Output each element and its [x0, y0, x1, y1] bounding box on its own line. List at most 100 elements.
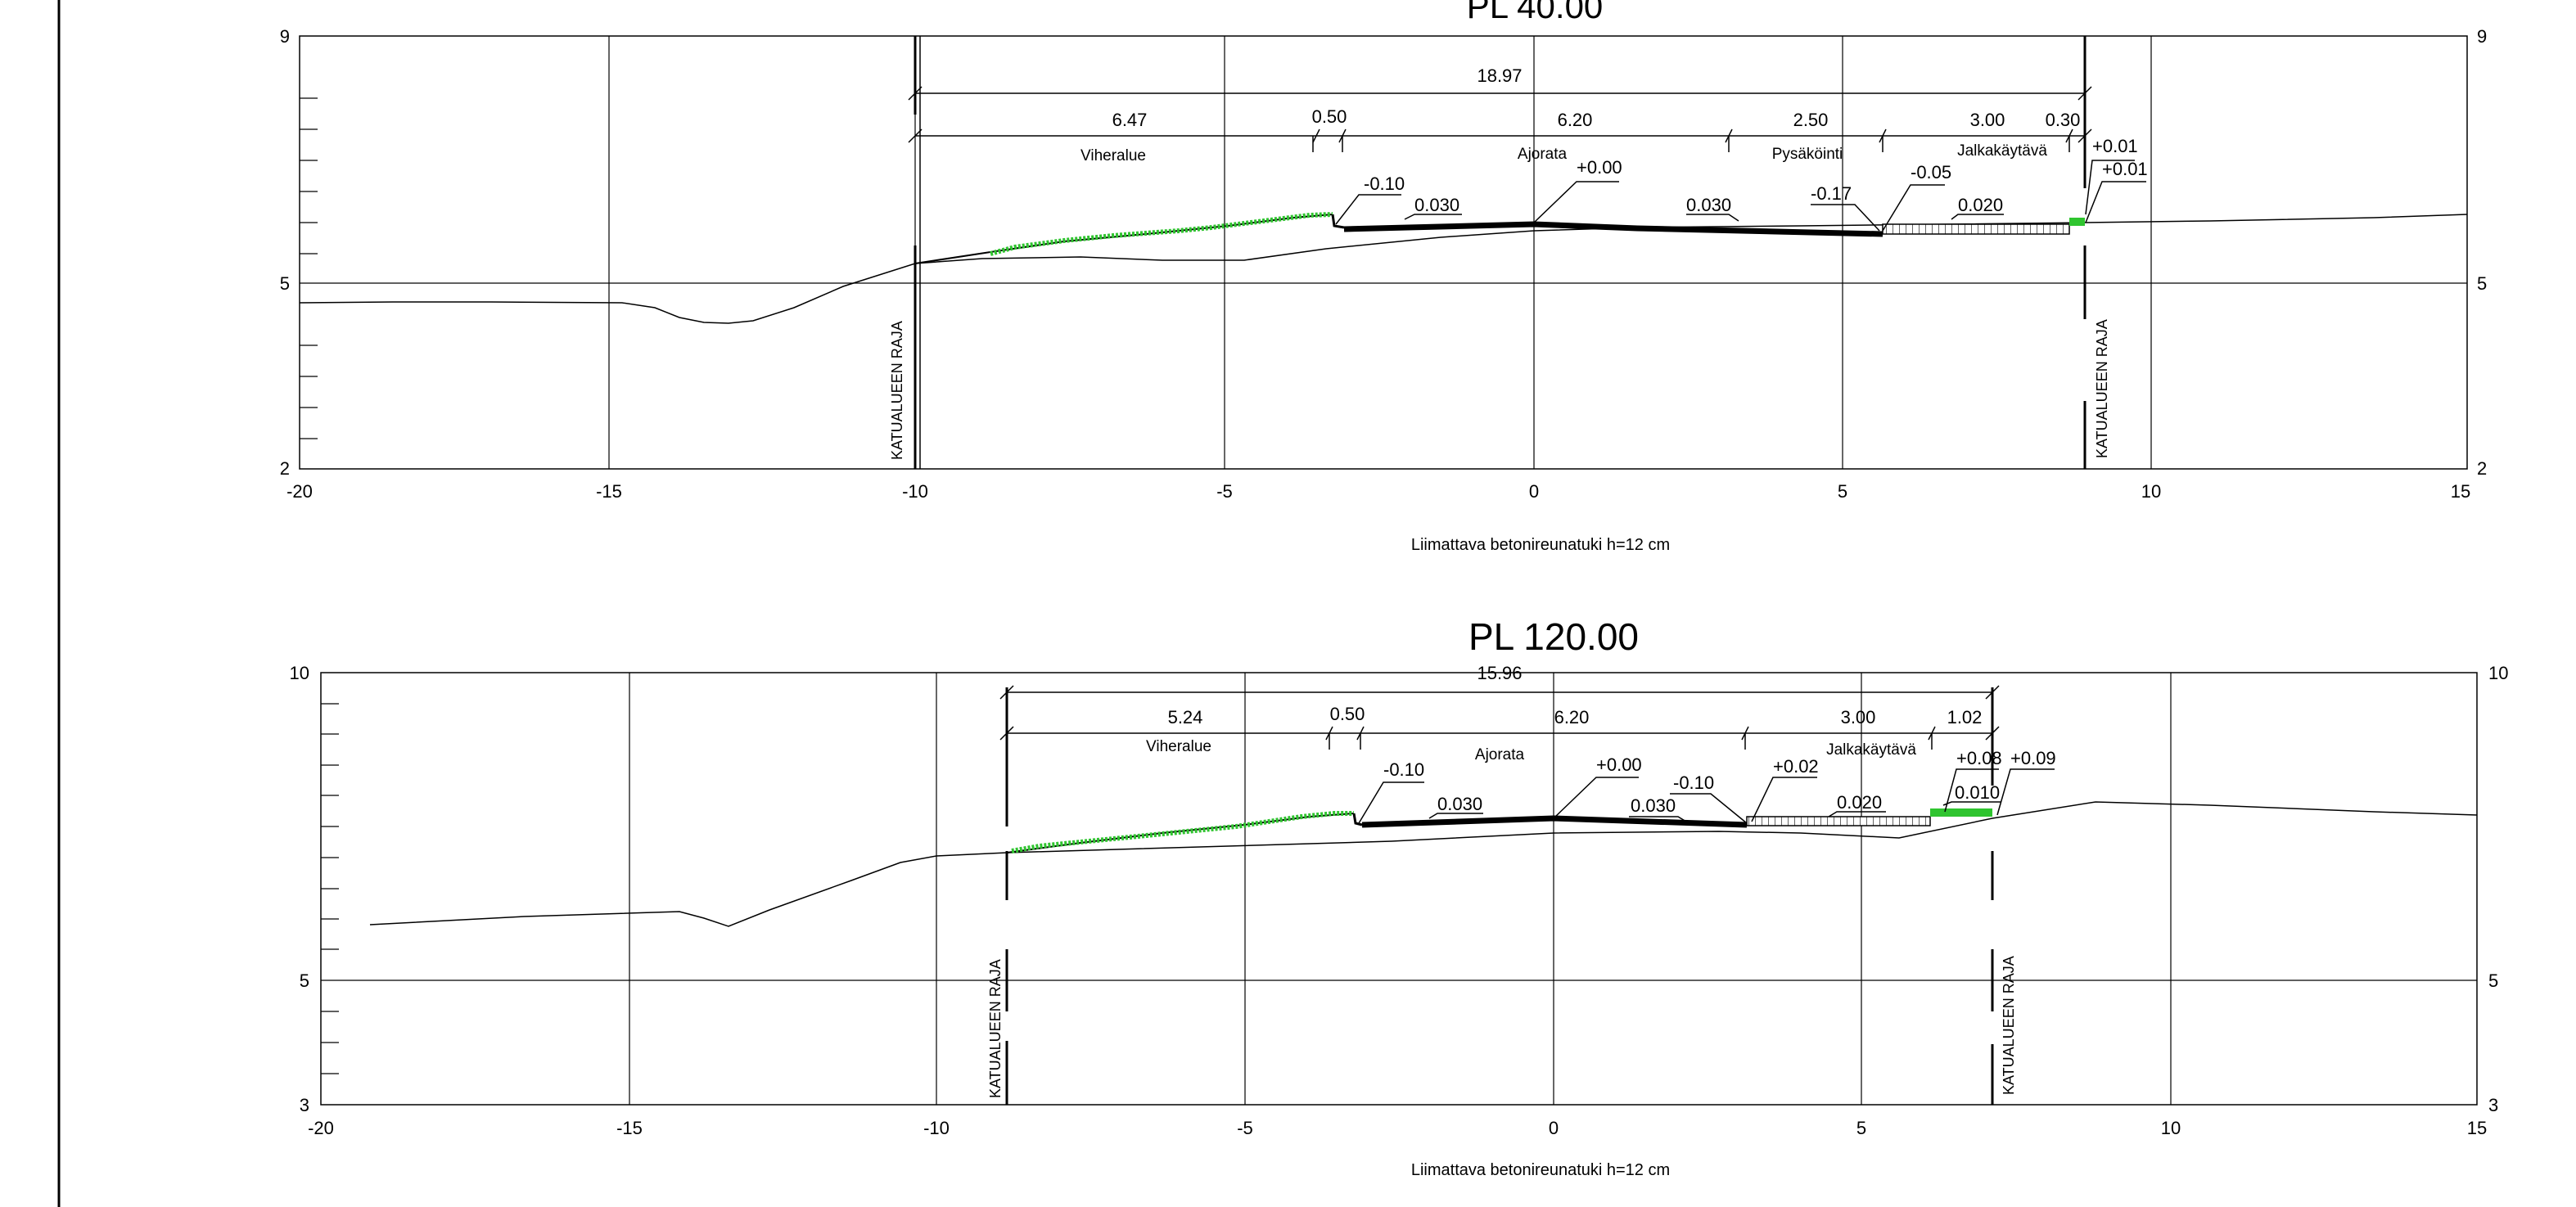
svg-text:0: 0 — [1529, 481, 1539, 502]
svg-text:-0.10: -0.10 — [1364, 173, 1405, 194]
minor-ticks — [321, 704, 339, 1074]
svg-text:-0.10: -0.10 — [1673, 772, 1714, 793]
svg-text:+0.00: +0.00 — [1577, 157, 1622, 178]
svg-text:Pysäköinti: Pysäköinti — [1772, 146, 1843, 163]
curb-note: Liimattava betonireunatuki h=12 cm — [1411, 536, 1670, 554]
svg-text:-0.10: -0.10 — [1383, 759, 1424, 780]
boundary-label-left: KATUALUEEN RAJA — [987, 959, 1004, 1098]
minor-ticks — [300, 98, 318, 439]
svg-text:1.02: 1.02 — [1947, 707, 1983, 727]
svg-text:Jalkakäytävä: Jalkakäytävä — [1826, 741, 1916, 759]
section-title: PL 40.00 — [1467, 0, 1604, 25]
svg-text:0.30: 0.30 — [2046, 110, 2081, 130]
dim-total: 18.97 — [1477, 65, 1522, 86]
dimension-lines — [909, 87, 2091, 152]
svg-text:3.00: 3.00 — [1970, 110, 2005, 130]
y-label-right-top: 9 — [2477, 26, 2487, 47]
vertical-grid — [609, 36, 2151, 469]
svg-text:6.20: 6.20 — [1554, 707, 1590, 727]
boundary-label-right: KATUALUEEN RAJA — [2001, 956, 2017, 1095]
y-label-left-bottom: 3 — [300, 1095, 309, 1115]
svg-text:0.030: 0.030 — [1686, 195, 1731, 215]
svg-text:15: 15 — [2467, 1118, 2487, 1138]
y-label-right-bottom: 2 — [2477, 458, 2487, 479]
curb-note: Liimattava betonireunatuki h=12 cm — [1411, 1161, 1670, 1179]
svg-text:+0.02: +0.02 — [1773, 756, 1819, 777]
sidewalk-hatch — [1883, 224, 2069, 234]
section-title: PL 120.00 — [1468, 615, 1639, 658]
svg-text:0.020: 0.020 — [1837, 792, 1882, 813]
dim-segments: 5.24 0.50 6.20 3.00 1.02 — [1168, 704, 1983, 727]
svg-text:Viheralue: Viheralue — [1080, 147, 1146, 164]
svg-text:-0.05: -0.05 — [1911, 162, 1951, 182]
svg-text:0.50: 0.50 — [1312, 106, 1347, 127]
grass-hatch — [990, 214, 1333, 254]
boundary-label-right: KATUALUEEN RAJA — [2094, 319, 2110, 458]
svg-text:0.50: 0.50 — [1330, 704, 1365, 724]
y-label-left-top: 10 — [290, 663, 309, 683]
boundary-label-left: KATUALUEEN RAJA — [889, 321, 905, 460]
sidewalk-grass — [2069, 218, 2085, 226]
dim-segments: 6.47 0.50 6.20 2.50 3.00 0.30 — [1112, 106, 2081, 130]
slope-labels: 0.030 0.030 0.020 — [1414, 195, 2003, 215]
y-label-left-top: 9 — [280, 26, 290, 47]
svg-text:Viheralue: Viheralue — [1146, 738, 1211, 755]
svg-text:-5: -5 — [1237, 1118, 1253, 1138]
zone-labels: Viheralue Ajorata Pysäköinti Jalkakäytäv… — [1080, 142, 2047, 164]
svg-text:5: 5 — [1856, 1118, 1866, 1138]
y-label-right-mid: 5 — [2488, 971, 2498, 991]
svg-text:Ajorata: Ajorata — [1518, 146, 1568, 163]
section-pl120: PL 120.00 10 5 3 10 5 3 -20 -15 -10 — [290, 615, 2509, 1179]
y-label-right-bottom: 3 — [2488, 1095, 2498, 1115]
section-frame — [321, 673, 2477, 1105]
section-pl40: PL 40.00 9 5 2 9 5 2 -20 — [280, 0, 2488, 554]
svg-text:-20: -20 — [286, 481, 313, 502]
svg-text:5: 5 — [1838, 481, 1847, 502]
svg-text:15: 15 — [2451, 481, 2470, 502]
svg-text:-10: -10 — [902, 481, 928, 502]
svg-text:0.030: 0.030 — [1437, 794, 1482, 814]
svg-text:-20: -20 — [308, 1118, 334, 1138]
svg-text:-5: -5 — [1216, 481, 1233, 502]
x-axis-labels: -20 -15 -10 -5 0 5 10 15 — [308, 1118, 2487, 1138]
section-frame — [300, 36, 2467, 469]
svg-text:0.030: 0.030 — [1631, 795, 1676, 816]
sidewalk-hatch — [1747, 817, 1930, 826]
svg-text:-10: -10 — [923, 1118, 950, 1138]
dim-total: 15.96 — [1477, 663, 1522, 683]
svg-text:0.030: 0.030 — [1414, 195, 1459, 215]
y-label-right-mid: 5 — [2477, 273, 2487, 294]
svg-text:+0.01: +0.01 — [2102, 159, 2148, 179]
svg-text:+0.08: +0.08 — [1956, 748, 2002, 768]
svg-text:3.00: 3.00 — [1841, 707, 1876, 727]
y-label-right-top: 10 — [2488, 663, 2508, 683]
svg-text:0.010: 0.010 — [1955, 782, 2000, 803]
svg-text:0: 0 — [1549, 1118, 1559, 1138]
y-label-left-mid: 5 — [280, 273, 290, 294]
svg-text:Jalkakäytävä: Jalkakäytävä — [1957, 142, 2047, 160]
svg-text:-15: -15 — [616, 1118, 643, 1138]
sidewalk-grass — [1930, 808, 1992, 817]
svg-text:-15: -15 — [596, 481, 622, 502]
svg-text:-0.17: -0.17 — [1811, 183, 1852, 204]
svg-text:+0.01: +0.01 — [2092, 136, 2138, 156]
slope-leaders — [1405, 214, 2004, 221]
x-axis-labels: -20 -15 -10 -5 0 5 10 15 — [286, 481, 2470, 502]
y-label-left-bottom: 2 — [280, 458, 290, 479]
svg-text:10: 10 — [2141, 481, 2161, 502]
svg-text:5.24: 5.24 — [1168, 707, 1203, 727]
slope-labels: 0.030 0.030 0.020 0.010 — [1437, 782, 2000, 816]
svg-text:0.020: 0.020 — [1958, 195, 2003, 215]
y-label-left-mid: 5 — [300, 971, 309, 991]
svg-text:6.20: 6.20 — [1558, 110, 1593, 130]
svg-text:6.47: 6.47 — [1112, 110, 1148, 130]
svg-text:2.50: 2.50 — [1793, 110, 1829, 130]
boundary-lines — [915, 36, 2085, 469]
svg-text:+0.00: +0.00 — [1596, 754, 1642, 775]
roadway-surface — [1362, 818, 1747, 825]
svg-text:10: 10 — [2161, 1118, 2181, 1138]
svg-text:Ajorata: Ajorata — [1475, 746, 1525, 763]
vertical-grid — [629, 673, 2171, 1105]
svg-text:+0.09: +0.09 — [2010, 748, 2056, 768]
